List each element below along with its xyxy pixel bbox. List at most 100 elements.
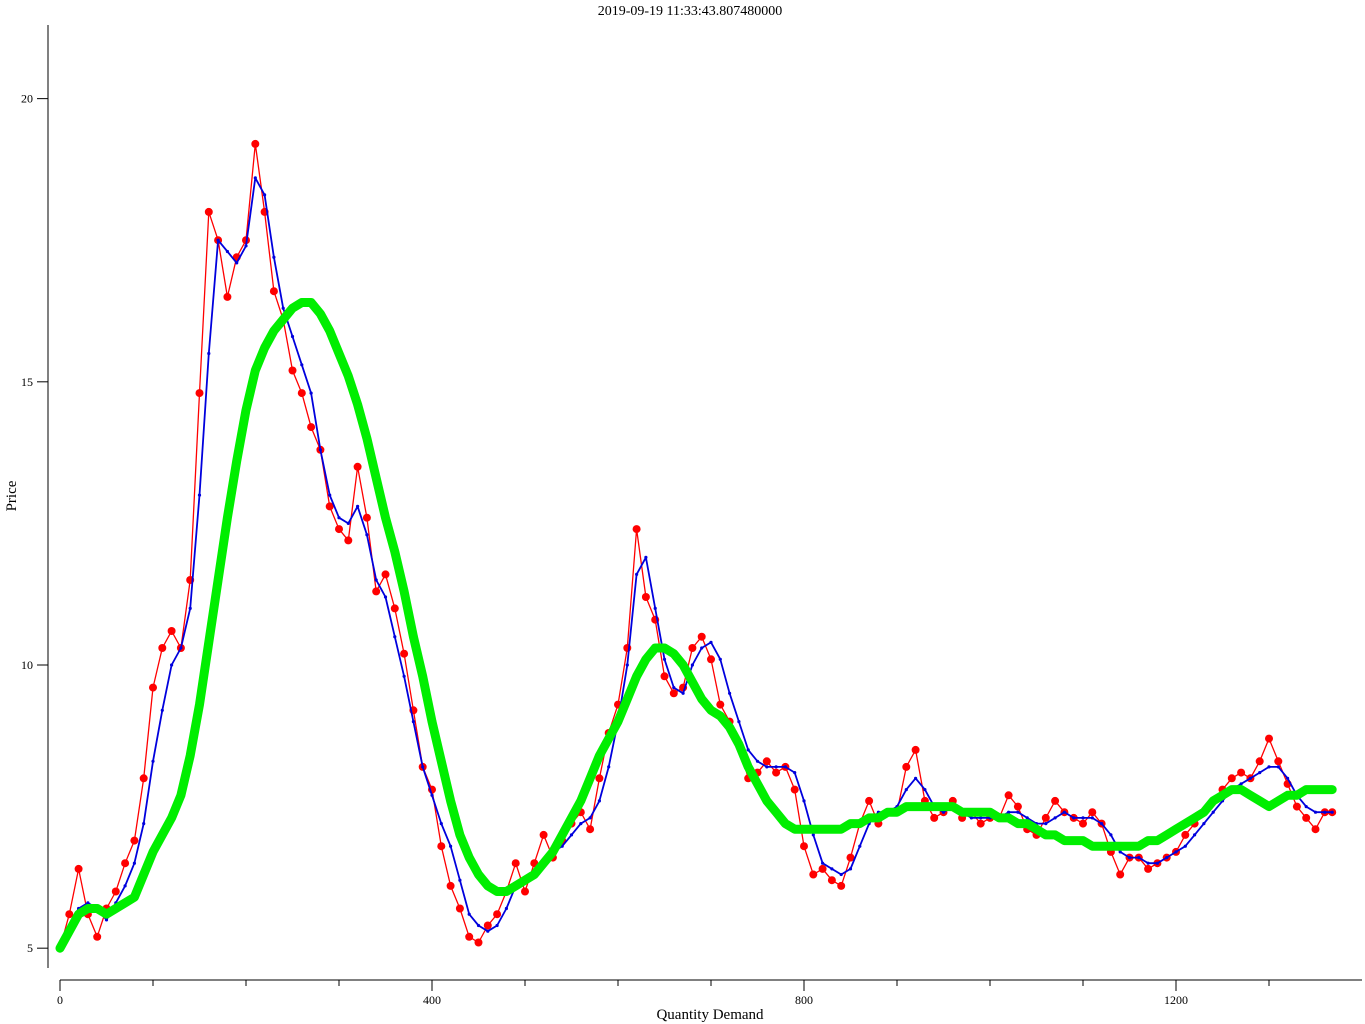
data-point xyxy=(74,864,83,873)
data-point xyxy=(1193,833,1197,837)
data-point xyxy=(328,493,332,497)
data-point xyxy=(244,244,248,248)
data-point xyxy=(839,872,843,877)
data-point xyxy=(179,646,183,650)
data-point xyxy=(690,663,695,667)
data-point xyxy=(688,644,697,652)
data-point xyxy=(827,876,836,885)
data-point xyxy=(728,691,732,695)
data-point xyxy=(1109,833,1113,837)
data-point xyxy=(1237,768,1246,777)
data-point xyxy=(281,306,285,310)
data-point xyxy=(1016,810,1020,814)
data-point xyxy=(848,867,853,871)
data-point xyxy=(170,663,174,667)
data-point xyxy=(1155,861,1159,865)
data-point xyxy=(969,816,974,820)
data-point xyxy=(253,176,257,180)
y-tick-label: 20 xyxy=(21,92,33,106)
data-point xyxy=(142,822,146,826)
data-point xyxy=(737,720,741,724)
data-point xyxy=(1181,830,1190,839)
data-point xyxy=(495,923,499,928)
data-point xyxy=(765,765,769,769)
series-1 xyxy=(58,176,1334,950)
data-point xyxy=(718,657,722,661)
data-point xyxy=(681,691,685,695)
data-point xyxy=(783,765,788,769)
data-point xyxy=(1258,771,1262,775)
data-point xyxy=(569,833,574,837)
data-point xyxy=(1255,757,1264,766)
y-ticks: 5 10 15 20 xyxy=(21,92,48,955)
y-axis-title: Price xyxy=(4,480,20,511)
series-line xyxy=(59,143,1333,949)
data-point xyxy=(430,793,434,797)
data-point xyxy=(167,627,176,635)
data-point xyxy=(811,833,815,837)
data-point xyxy=(755,759,760,763)
data-point xyxy=(251,139,260,148)
data-point xyxy=(325,502,334,511)
data-point xyxy=(837,881,846,890)
data-point xyxy=(644,555,648,560)
data-point xyxy=(904,788,908,792)
data-point xyxy=(269,287,278,296)
data-point xyxy=(1302,813,1311,822)
data-point xyxy=(1118,850,1122,854)
data-point xyxy=(700,646,704,650)
data-point xyxy=(858,844,862,848)
data-point xyxy=(1304,805,1308,809)
data-point xyxy=(318,448,322,452)
data-point xyxy=(111,887,120,896)
data-point xyxy=(1144,864,1153,873)
data-point xyxy=(476,923,481,928)
data-point xyxy=(930,813,939,822)
data-point xyxy=(1127,856,1132,860)
data-point xyxy=(307,423,316,432)
data-point xyxy=(1081,816,1085,820)
data-point xyxy=(660,672,669,681)
data-point xyxy=(539,830,548,839)
data-point xyxy=(372,587,381,596)
data-point xyxy=(1079,819,1087,828)
data-point xyxy=(809,870,818,879)
data-point xyxy=(1041,813,1050,822)
x-ticks: 0 400 800 1200 xyxy=(57,980,1270,1007)
data-point xyxy=(346,521,350,526)
data-point xyxy=(588,816,592,820)
data-point xyxy=(1100,822,1104,826)
data-point xyxy=(1116,870,1125,879)
data-point xyxy=(672,686,676,690)
data-point xyxy=(437,842,446,851)
data-point xyxy=(1239,782,1243,786)
data-point xyxy=(772,768,781,777)
x-axis-title: Quantity Demand xyxy=(656,1007,764,1023)
data-point xyxy=(707,655,715,664)
data-point xyxy=(421,765,425,769)
data-point xyxy=(381,570,390,579)
data-point xyxy=(235,261,239,265)
data-point xyxy=(411,720,415,724)
data-point xyxy=(632,525,641,534)
data-point xyxy=(1274,757,1283,766)
series-layer xyxy=(55,139,1337,953)
data-point xyxy=(465,932,474,941)
data-point xyxy=(597,799,602,803)
y-tick-label: 10 xyxy=(21,658,33,672)
data-point xyxy=(86,901,90,905)
data-point xyxy=(207,351,211,356)
data-point xyxy=(439,822,443,826)
data-point xyxy=(149,683,157,692)
data-point xyxy=(353,462,362,471)
data-point xyxy=(335,525,343,534)
data-point xyxy=(272,255,276,259)
data-point xyxy=(1062,810,1066,814)
x-tick-label: 800 xyxy=(795,993,813,1007)
data-point xyxy=(941,810,946,814)
data-point xyxy=(579,822,583,826)
data-point xyxy=(1137,856,1141,860)
data-point xyxy=(1265,734,1273,743)
data-point xyxy=(121,859,130,868)
data-point xyxy=(846,853,855,862)
